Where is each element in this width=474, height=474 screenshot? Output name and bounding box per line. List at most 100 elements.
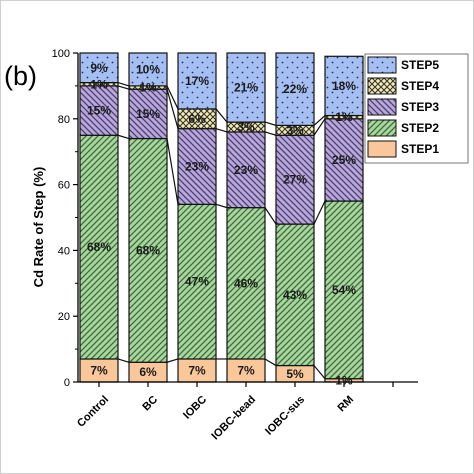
connector-line	[166, 358, 179, 363]
connector-line	[264, 121, 277, 126]
connector-line	[264, 131, 277, 136]
data-label-step2: 46%	[234, 276, 258, 290]
data-label-step3: 23%	[234, 163, 258, 177]
y-tick-label: 60	[58, 180, 70, 192]
data-label-step4: 3%	[286, 123, 304, 137]
bar-pattern-step5-3	[227, 53, 265, 123]
bar-pattern-step3-0	[80, 85, 118, 136]
data-label-step2: 68%	[87, 240, 111, 254]
legend-swatch-outline-step4	[367, 77, 397, 95]
legend-swatch-pattern-step2	[368, 120, 396, 136]
data-label-step4: 3%	[237, 120, 255, 134]
y-tick-label: 40	[58, 245, 70, 257]
legend: STEP5 STEP4 STEP3 STEP2 STEP1	[364, 53, 469, 164]
bar-pattern-step2-3	[227, 207, 265, 359]
bar-step1-0	[80, 358, 118, 382]
y-tick-label: 0	[64, 377, 70, 389]
series-connectors	[117, 82, 326, 380]
data-label-step2: 68%	[136, 243, 160, 257]
legend-swatch-pattern-step5	[368, 57, 396, 73]
bar-pattern-step3-3	[227, 131, 265, 208]
bar-step1-5	[325, 378, 363, 382]
data-label-step5: 10%	[136, 62, 160, 76]
connector-line	[264, 358, 277, 367]
bar-outline-step5-1	[128, 52, 168, 87]
connector-line	[264, 207, 277, 225]
connector-line	[117, 82, 130, 87]
bar-pattern-step4-1	[129, 85, 167, 90]
data-label-step1: 7%	[188, 363, 206, 377]
bar-pattern-step5-5	[325, 56, 363, 116]
bar-outline-step5-4	[275, 52, 315, 126]
data-label-step3: 15%	[87, 104, 111, 118]
legend-label-step5: STEP5	[401, 58, 439, 72]
connector-line	[215, 128, 228, 133]
y-tick-label: 80	[58, 114, 70, 126]
legend-swatch-pattern-step4	[368, 78, 396, 94]
data-label-step3: 27%	[283, 173, 307, 187]
legend-label-step4: STEP4	[401, 79, 439, 93]
data-label-step3: 15%	[136, 107, 160, 121]
bar-outline-step5-5	[324, 55, 364, 117]
connector-line	[215, 203, 228, 209]
bar-pattern-step3-5	[325, 118, 363, 202]
bar-pattern-step4-0	[80, 82, 118, 86]
connector-line	[313, 118, 326, 136]
bar-pattern-step3-4	[276, 135, 314, 225]
bar-pattern-step2-0	[80, 135, 118, 359]
connector-line	[166, 138, 179, 205]
bar-pattern-step5-0	[80, 53, 118, 83]
bar-pattern-step4-4	[276, 125, 314, 136]
bar-pattern-step5-2	[178, 53, 216, 109]
legend-label-step1: STEP1	[401, 142, 439, 156]
data-label-step2: 47%	[185, 275, 209, 289]
data-label-step5: 21%	[234, 81, 258, 95]
connector-line	[313, 365, 326, 380]
legend-label-step2: STEP2	[401, 121, 439, 135]
data-labels: 7% 68% 15% 1% 9% 6% 68% 15% 1% 10% 7% 47% 23% 6% 17% 7%…	[87, 61, 356, 388]
bar-pattern-step2-1	[129, 138, 167, 363]
data-label-step5: 17%	[185, 74, 209, 88]
bar-step1-2	[178, 358, 216, 382]
bar-outline-step5-2	[177, 52, 217, 110]
bar-pattern-step5-1	[129, 53, 167, 86]
data-label-step2: 54%	[332, 283, 356, 297]
legend-swatch-step1	[368, 141, 396, 157]
legend-swatch-outline-step1	[367, 140, 397, 158]
bar-pattern-step4-5	[325, 115, 363, 119]
connector-line	[117, 134, 130, 140]
panel-label: (b)	[4, 61, 37, 91]
bar-pattern-step5-4	[276, 53, 314, 126]
legend-label-step3: STEP3	[401, 100, 439, 114]
data-label-step1: 1%	[335, 373, 353, 387]
bar-step1-1	[129, 362, 167, 382]
data-label-step5: 22%	[283, 82, 307, 96]
connector-line	[215, 108, 228, 123]
connector-line	[313, 115, 326, 126]
data-label-step1: 5%	[286, 367, 304, 381]
data-label-step4: 1%	[335, 110, 353, 124]
legend-swatch-pattern-step3	[368, 99, 396, 115]
data-label-step3: 23%	[185, 160, 209, 174]
connector-line	[117, 358, 130, 363]
data-label-step1: 7%	[237, 363, 255, 377]
bar-pattern-step2-5	[325, 201, 363, 379]
bar-outline-step5-0	[79, 52, 119, 84]
connector-line	[166, 89, 179, 129]
connector-line	[117, 85, 130, 90]
bar-pattern-step4-3	[227, 122, 265, 132]
data-label-step4: 1%	[139, 81, 157, 95]
bar-pattern-step4-2	[178, 108, 216, 129]
bar-pattern-step3-2	[178, 128, 216, 205]
data-label-step1: 6%	[139, 365, 157, 379]
data-label-step5: 18%	[332, 79, 356, 93]
data-label-step2: 43%	[283, 288, 307, 302]
y-tick-label: 100	[52, 48, 70, 60]
plot-area	[79, 52, 364, 383]
bar-pattern-step3-1	[129, 89, 167, 139]
connector-line	[313, 200, 326, 225]
connector-line	[166, 85, 179, 110]
bar-step1-4	[276, 365, 314, 382]
bar-outline-step5-3	[226, 52, 266, 123]
